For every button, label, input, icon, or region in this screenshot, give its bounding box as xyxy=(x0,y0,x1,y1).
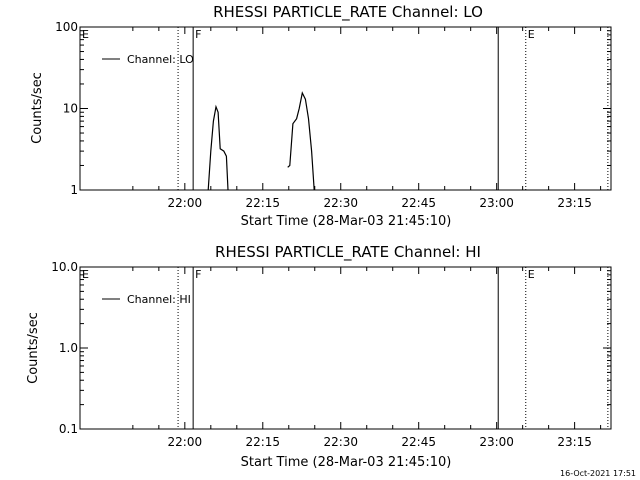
y-axis-label: Counts/sec xyxy=(26,312,41,384)
x-tick-label: 22:45 xyxy=(401,196,436,210)
left-edge-label: E xyxy=(82,268,89,281)
x-tick-label: 22:45 xyxy=(401,435,436,449)
y-tick-label: 0.1 xyxy=(59,422,78,436)
y-tick-label: 100 xyxy=(55,20,78,34)
x-axis-label: Start Time (28-Mar-03 21:45:10) xyxy=(241,455,452,470)
legend-label: Channel: HI xyxy=(127,293,191,306)
left-edge-label: E xyxy=(82,28,89,41)
marker-label: E xyxy=(528,268,535,281)
x-axis-label: Start Time (28-Mar-03 21:45:10) xyxy=(241,214,452,229)
panel-hi: RHESSI PARTICLE_RATE Channel: HI Counts/… xyxy=(26,243,612,470)
x-tick-label: 22:15 xyxy=(245,435,280,449)
x-tick-label: 23:15 xyxy=(557,196,592,210)
x-tick-label: 23:15 xyxy=(557,435,592,449)
x-tick-label: 22:30 xyxy=(323,435,358,449)
x-tick-label: 22:15 xyxy=(245,196,280,210)
y-tick-label: 10.0 xyxy=(51,260,78,274)
y-tick-label: 1.0 xyxy=(59,341,78,355)
series-line xyxy=(207,104,229,191)
x-tick-label: 22:00 xyxy=(168,196,203,210)
y-axis-label: Counts/sec xyxy=(30,72,45,144)
series-line xyxy=(287,91,315,191)
y-tick-label: 10 xyxy=(63,102,78,116)
plot-frame xyxy=(79,266,612,430)
panel-lo: RHESSI PARTICLE_RATE Channel: LO Counts/… xyxy=(30,3,612,229)
marker-label: F xyxy=(195,28,201,41)
x-tick-label: 22:00 xyxy=(168,435,203,449)
y-tick-label: 1 xyxy=(70,183,78,197)
timestamp: 16-Oct-2021 17:51 xyxy=(560,469,636,478)
x-tick-label: 23:00 xyxy=(479,196,514,210)
marker-label: F xyxy=(195,268,201,281)
x-tick-label: 23:00 xyxy=(479,435,514,449)
chart-title: RHESSI PARTICLE_RATE Channel: LO xyxy=(213,3,483,22)
marker-label: E xyxy=(528,28,535,41)
legend-label: Channel: LO xyxy=(127,53,194,66)
chart-title: RHESSI PARTICLE_RATE Channel: HI xyxy=(215,243,481,262)
plot-frame xyxy=(79,26,612,191)
x-tick-label: 22:30 xyxy=(323,196,358,210)
